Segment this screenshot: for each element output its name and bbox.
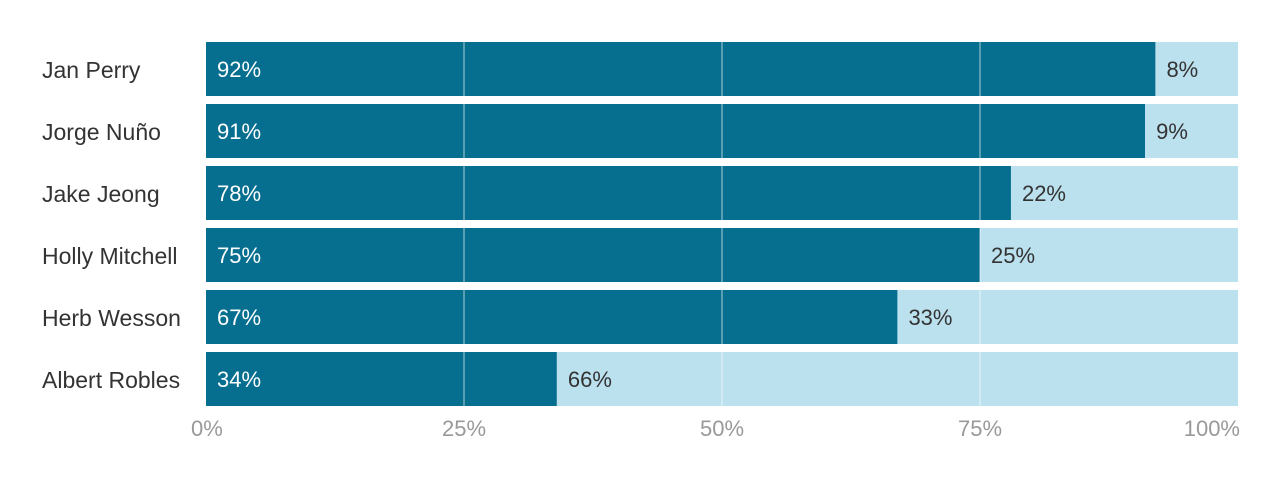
category-label: Jake Jeong: [42, 181, 160, 207]
bar-value-label: 25%: [991, 243, 1035, 268]
bar-segment-secondary: [1010, 166, 1238, 220]
bar-segment-primary: [206, 166, 1011, 220]
category-label: Albert Robles: [42, 367, 180, 393]
bar-segment-primary: [206, 290, 898, 344]
grid-layer: [463, 42, 981, 406]
bar-segment-secondary: [1155, 42, 1238, 96]
category-label: Herb Wesson: [42, 305, 181, 331]
bar-segment-secondary: [980, 228, 1238, 282]
bar-segment-secondary: [897, 290, 1238, 344]
bar-segment-secondary: [556, 352, 1238, 406]
bar-value-label: 22%: [1022, 181, 1066, 206]
bar-segment-secondary: [1145, 104, 1238, 158]
bar-value-label: 66%: [568, 367, 612, 392]
bar-value-label: 78%: [217, 181, 261, 206]
bar-segment-primary: [206, 352, 557, 406]
bar-segment-primary: [206, 42, 1156, 96]
bars-layer: [206, 42, 1238, 406]
x-tick-label: 100%: [1184, 416, 1240, 441]
x-tick-label: 25%: [442, 416, 486, 441]
x-axis-ticks: 0% 25% 50% 75% 100%: [191, 416, 1240, 441]
x-tick-label: 50%: [700, 416, 744, 441]
category-label: Holly Mitchell: [42, 243, 177, 269]
bar-segment-primary: [206, 228, 980, 282]
category-label: Jorge Nuño: [42, 119, 161, 145]
category-label: Jan Perry: [42, 57, 141, 83]
bar-value-label: 9%: [1156, 119, 1188, 144]
bar-value-label: 92%: [217, 57, 261, 82]
bar-value-label: 91%: [217, 119, 261, 144]
bar-value-label: 8%: [1166, 57, 1198, 82]
bar-value-label: 67%: [217, 305, 261, 330]
bar-segment-primary: [206, 104, 1146, 158]
x-tick-label: 0%: [191, 416, 223, 441]
x-tick-label: 75%: [958, 416, 1002, 441]
category-labels: Jan Perry Jorge Nuño Jake Jeong Holly Mitch…: [42, 57, 181, 393]
bar-value-label: 75%: [217, 243, 261, 268]
bar-value-label: 33%: [908, 305, 952, 330]
bar-value-label: 34%: [217, 367, 261, 392]
value-label-layer: 92% 8% 91% 9% 78% 22% 75% 25% 67% 33% 34% 66%: [217, 57, 1198, 392]
